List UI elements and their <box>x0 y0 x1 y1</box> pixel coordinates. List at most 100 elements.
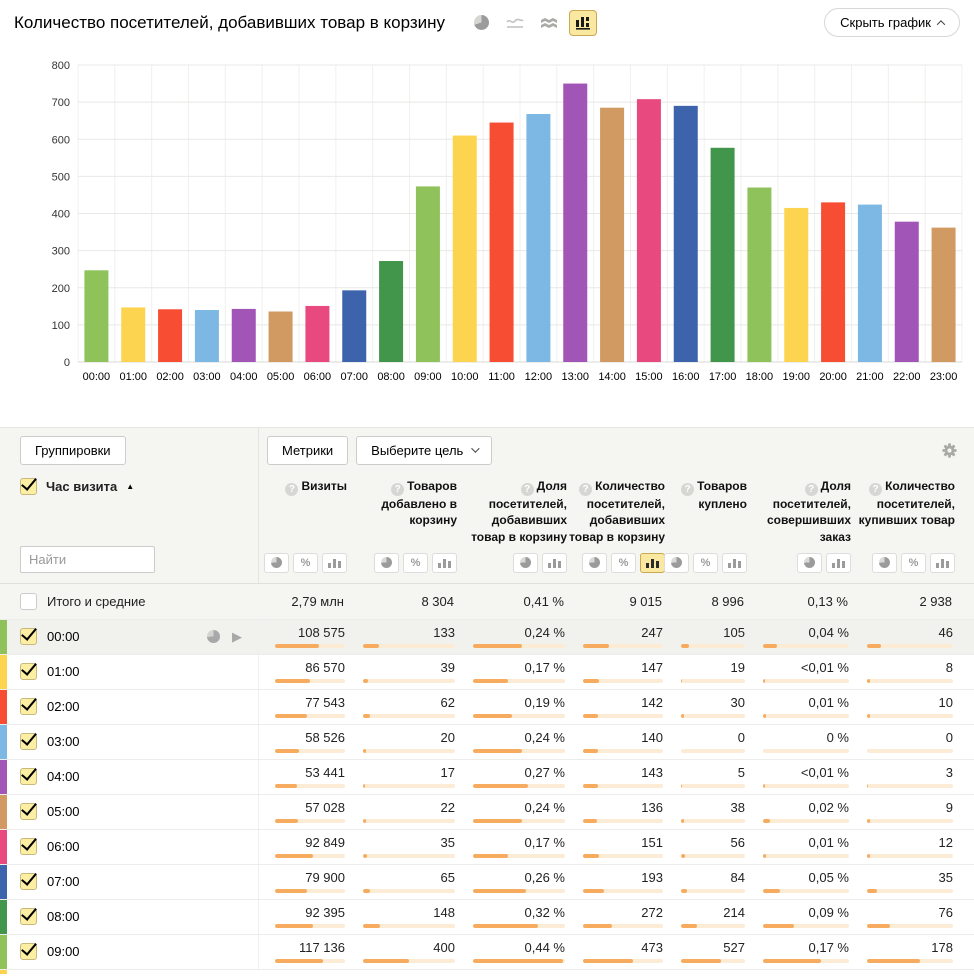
table-row[interactable]: 00:00 ▶ 108 575 133 0,24 % 247 105 0,04 % 46 <box>0 618 974 654</box>
pie-view-icon[interactable] <box>797 552 822 573</box>
table-row[interactable]: 06:00 92 849 35 0,17 % 151 56 0,01 % 12 <box>0 828 974 864</box>
chart-bar[interactable] <box>415 186 440 362</box>
column-header-label[interactable]: ? Товаров куплено <box>665 478 747 512</box>
column-header-label[interactable]: ? Визиты <box>285 478 347 497</box>
line-chart-icon[interactable] <box>501 10 529 36</box>
bars-view-icon[interactable] <box>826 552 851 573</box>
percent-view-icon[interactable]: % <box>611 552 636 573</box>
chart-bar[interactable] <box>710 147 735 362</box>
row-checkbox[interactable] <box>20 908 37 926</box>
bars-view-icon[interactable] <box>322 552 347 573</box>
chart-bar[interactable] <box>784 207 809 362</box>
percent-view-icon[interactable]: % <box>403 552 428 573</box>
row-checkbox[interactable] <box>20 733 37 751</box>
bars-view-icon[interactable] <box>722 552 747 573</box>
table-row[interactable]: 05:00 57 028 22 0,24 % 136 38 0,02 % 9 <box>0 793 974 829</box>
row-hour-label: 07:00 <box>47 874 80 890</box>
chart-bar[interactable] <box>194 310 219 362</box>
percent-view-icon[interactable]: % <box>293 552 318 573</box>
chart-bar[interactable] <box>563 83 588 362</box>
chart-bar[interactable] <box>305 305 330 362</box>
chart-bar[interactable] <box>158 309 183 362</box>
chart-bar[interactable] <box>857 204 882 362</box>
table-row[interactable]: 02:00 77 543 62 0,19 % 142 30 0,01 % 10 <box>0 688 974 724</box>
select-all-checkbox[interactable] <box>20 478 37 495</box>
pie-view-icon[interactable] <box>513 552 538 573</box>
row-checkbox[interactable] <box>20 698 37 716</box>
help-icon[interactable]: ? <box>804 483 818 497</box>
row-checkbox[interactable] <box>20 663 37 681</box>
row-checkbox[interactable] <box>20 943 37 961</box>
row-checkbox[interactable] <box>20 768 37 786</box>
pie-chart-icon[interactable] <box>467 10 495 36</box>
pie-view-icon[interactable] <box>374 552 399 573</box>
chart-bar[interactable] <box>747 187 772 362</box>
bar-chart-icon[interactable] <box>569 9 598 36</box>
pie-view-icon[interactable] <box>582 552 607 573</box>
row-checkbox[interactable] <box>20 873 37 891</box>
metric-cell: 147 <box>567 660 665 684</box>
bars-view-icon[interactable] <box>432 552 457 573</box>
totals-checkbox[interactable] <box>20 592 37 610</box>
stacked-area-icon[interactable] <box>535 10 563 36</box>
column-header-label[interactable]: ? Количество посетителей, добавивших това… <box>569 479 665 544</box>
help-icon[interactable]: ? <box>579 483 593 497</box>
chart-bar[interactable] <box>489 122 514 362</box>
gear-icon[interactable] <box>941 442 958 459</box>
bars-view-icon[interactable] <box>542 552 567 573</box>
table-row[interactable]: 04:00 53 441 17 0,27 % 143 5 <0,01 % 3 <box>0 758 974 794</box>
chart-bar[interactable] <box>821 202 846 362</box>
chart-bar[interactable] <box>342 290 367 362</box>
search-input[interactable] <box>20 545 155 573</box>
row-checkbox[interactable] <box>20 838 37 856</box>
chart-bar[interactable] <box>231 308 256 362</box>
chart-bar[interactable] <box>526 114 551 362</box>
chart-bar[interactable] <box>673 105 698 363</box>
metric-mini-bar <box>583 854 663 859</box>
hide-chart-button[interactable]: Скрыть график <box>824 8 960 37</box>
help-icon[interactable]: ? <box>869 483 883 497</box>
table-row[interactable]: 01:00 86 570 39 0,17 % 147 19 <0,01 % 8 <box>0 653 974 689</box>
pie-view-icon[interactable] <box>872 552 897 573</box>
chart-bar[interactable] <box>379 261 404 362</box>
metric-mini-bar <box>681 924 745 929</box>
column-header-label[interactable]: ? Количество посетителей, купивших товар <box>858 479 955 528</box>
chart-bar[interactable] <box>894 221 919 362</box>
pie-view-icon[interactable] <box>264 552 289 573</box>
metric-value: 136 <box>641 800 663 816</box>
chart-bar[interactable] <box>931 227 956 362</box>
row-checkbox[interactable] <box>20 628 37 646</box>
chart-bar[interactable] <box>84 270 109 362</box>
chart-bar[interactable] <box>121 307 146 362</box>
percent-view-icon[interactable]: % <box>901 552 926 573</box>
metric-cell: 272 <box>567 905 665 929</box>
metrics-button[interactable]: Метрики <box>267 435 349 465</box>
chart-bar[interactable] <box>636 99 661 362</box>
row-play-icon[interactable]: ▶ <box>232 629 242 645</box>
column-header-label[interactable]: ? Доля посетителей, совершивших заказ <box>766 479 851 544</box>
percent-view-icon[interactable]: % <box>693 552 718 573</box>
chart-bar[interactable] <box>268 311 293 362</box>
chart-bar[interactable] <box>600 107 625 362</box>
row-checkbox[interactable] <box>20 803 37 821</box>
help-icon[interactable]: ? <box>285 483 299 497</box>
pie-glyph <box>671 557 682 569</box>
column-header-label[interactable]: ? Товаров добавлено в корзину <box>381 479 457 528</box>
table-row[interactable]: 09:00 117 136 400 0,44 % 473 527 0,17 % 178 <box>0 933 974 969</box>
groupings-button[interactable]: Группировки <box>20 435 126 465</box>
row-pie-icon[interactable] <box>207 630 220 644</box>
table-row[interactable]: 07:00 79 900 65 0,26 % 193 84 0,05 % 35 <box>0 863 974 899</box>
goal-select[interactable]: Выберите цель <box>356 435 493 465</box>
metric-value: 62 <box>440 695 455 711</box>
help-icon[interactable]: ? <box>520 483 534 497</box>
chart-bar[interactable] <box>452 135 477 362</box>
bars-view-icon[interactable] <box>930 552 955 573</box>
help-icon[interactable]: ? <box>681 483 695 497</box>
help-icon[interactable]: ? <box>391 483 405 497</box>
bars-view-icon[interactable] <box>640 552 665 573</box>
sort-asc-icon[interactable]: ▲ <box>126 482 135 491</box>
column-header-label[interactable]: ? Доля посетителей, добавивших товар в ко… <box>471 479 567 544</box>
table-row[interactable]: 08:00 92 395 148 0,32 % 272 214 0,09 % 76 <box>0 898 974 934</box>
pie-view-icon[interactable] <box>664 552 689 573</box>
table-row[interactable]: 03:00 58 526 20 0,24 % 140 0 0 % 0 <box>0 723 974 759</box>
